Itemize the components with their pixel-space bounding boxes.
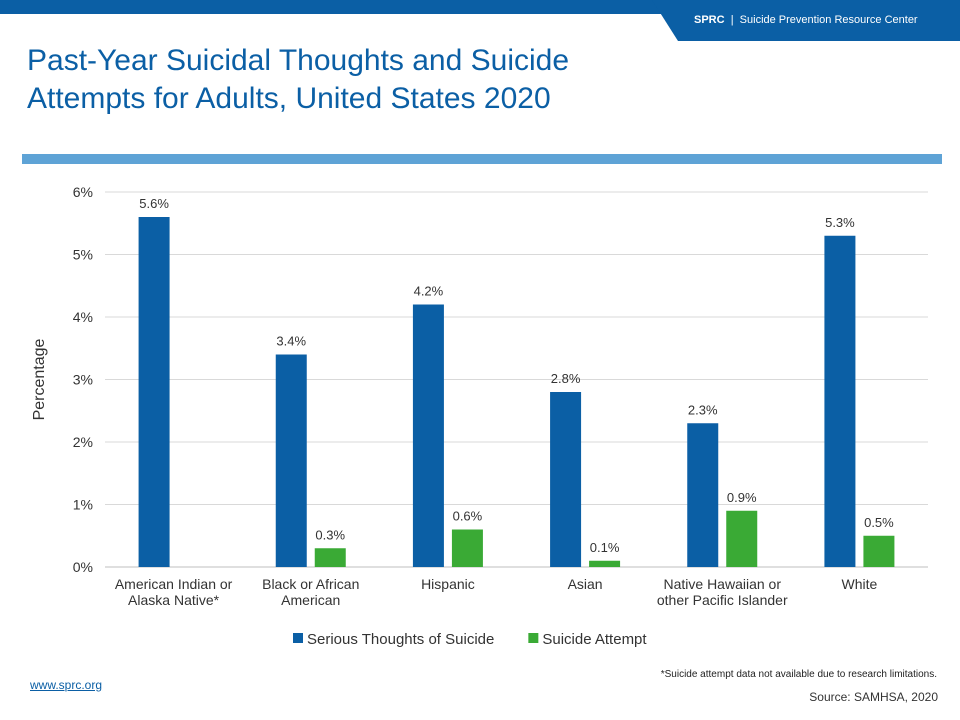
x-category-label: other Pacific Islander <box>657 592 788 608</box>
page-title: Past-Year Suicidal Thoughts and Suicide … <box>27 42 667 118</box>
y-axis-label: Percentage <box>31 338 48 420</box>
bar-serious-thoughts-of-suicide <box>824 235 856 567</box>
brand-label: SPRC | Suicide Prevention Resource Cente… <box>694 14 918 26</box>
title-line-1: Past-Year Suicidal Thoughts and Suicide <box>27 44 570 77</box>
brand-tab <box>652 0 960 41</box>
bar-serious-thoughts-of-suicide <box>412 304 444 567</box>
bar-serious-thoughts-of-suicide <box>687 423 719 567</box>
data-label-serious-thoughts-of-suicide: 5.3% <box>825 215 855 230</box>
bar-suicide-attempt <box>589 560 621 567</box>
y-tick-label: 6% <box>73 184 93 200</box>
x-category-label: Hispanic <box>421 576 475 592</box>
y-tick-label: 4% <box>73 309 93 325</box>
legend-label-serious-thoughts-of-suicide: Serious Thoughts of Suicide <box>307 631 494 648</box>
title-divider <box>22 154 942 164</box>
legend-label-suicide-attempt: Suicide Attempt <box>542 631 647 648</box>
bar-suicide-attempt <box>451 529 483 567</box>
x-category-label: Black or African <box>262 576 359 592</box>
title-line-2: Attempts for Adults, United States 2020 <box>27 82 551 115</box>
bar-suicide-attempt <box>314 548 346 567</box>
x-category-label: Native Hawaiian or <box>664 576 782 592</box>
bar-serious-thoughts-of-suicide <box>275 354 307 567</box>
x-category-label: Alaska Native* <box>128 592 220 608</box>
website-link[interactable]: www.sprc.org <box>30 678 103 692</box>
bar-suicide-attempt <box>726 510 758 567</box>
data-label-serious-thoughts-of-suicide: 3.4% <box>276 334 306 349</box>
y-tick-label: 0% <box>73 559 93 575</box>
bar-chart: 0% 1% 2% 3% 4% 5% 6% Percentage 5.6% 3.4% 4.2% 2.8%… <box>31 184 928 648</box>
data-label-suicide-attempt: 0.6% <box>453 509 483 524</box>
data-label-serious-thoughts-of-suicide: 2.3% <box>688 402 718 417</box>
x-category-label: American Indian or <box>115 576 233 592</box>
data-label-suicide-attempt: 0.3% <box>315 527 345 542</box>
y-tick-label: 5% <box>73 247 93 263</box>
data-label-serious-thoughts-of-suicide: 4.2% <box>414 284 444 299</box>
legend-swatch-serious-thoughts-of-suicide <box>293 633 303 643</box>
bar-serious-thoughts-of-suicide <box>138 217 170 567</box>
data-label-serious-thoughts-of-suicide: 5.6% <box>139 196 169 211</box>
footnote: *Suicide attempt data not available due … <box>660 669 937 680</box>
brand-separator: | <box>730 14 734 26</box>
data-label-suicide-attempt: 0.9% <box>727 490 757 505</box>
data-label-suicide-attempt: 0.1% <box>590 540 620 555</box>
y-tick-label: 3% <box>73 372 93 388</box>
bar-suicide-attempt <box>863 535 895 567</box>
y-tick-label: 2% <box>73 434 93 450</box>
bar-serious-thoughts-of-suicide <box>550 392 582 567</box>
x-category-label: Asian <box>568 576 603 592</box>
data-label-serious-thoughts-of-suicide: 2.8% <box>551 371 581 386</box>
brand-name: Suicide Prevention Resource Center <box>739 14 918 26</box>
source-note: Source: SAMHSA, 2020 <box>809 690 938 704</box>
x-category-label: White <box>842 576 878 592</box>
data-label-suicide-attempt: 0.5% <box>864 515 894 530</box>
x-category-label: American <box>281 592 340 608</box>
y-tick-label: 1% <box>73 497 93 513</box>
legend-swatch-suicide-attempt <box>528 633 539 643</box>
brand-abbreviation: SPRC <box>694 14 725 26</box>
